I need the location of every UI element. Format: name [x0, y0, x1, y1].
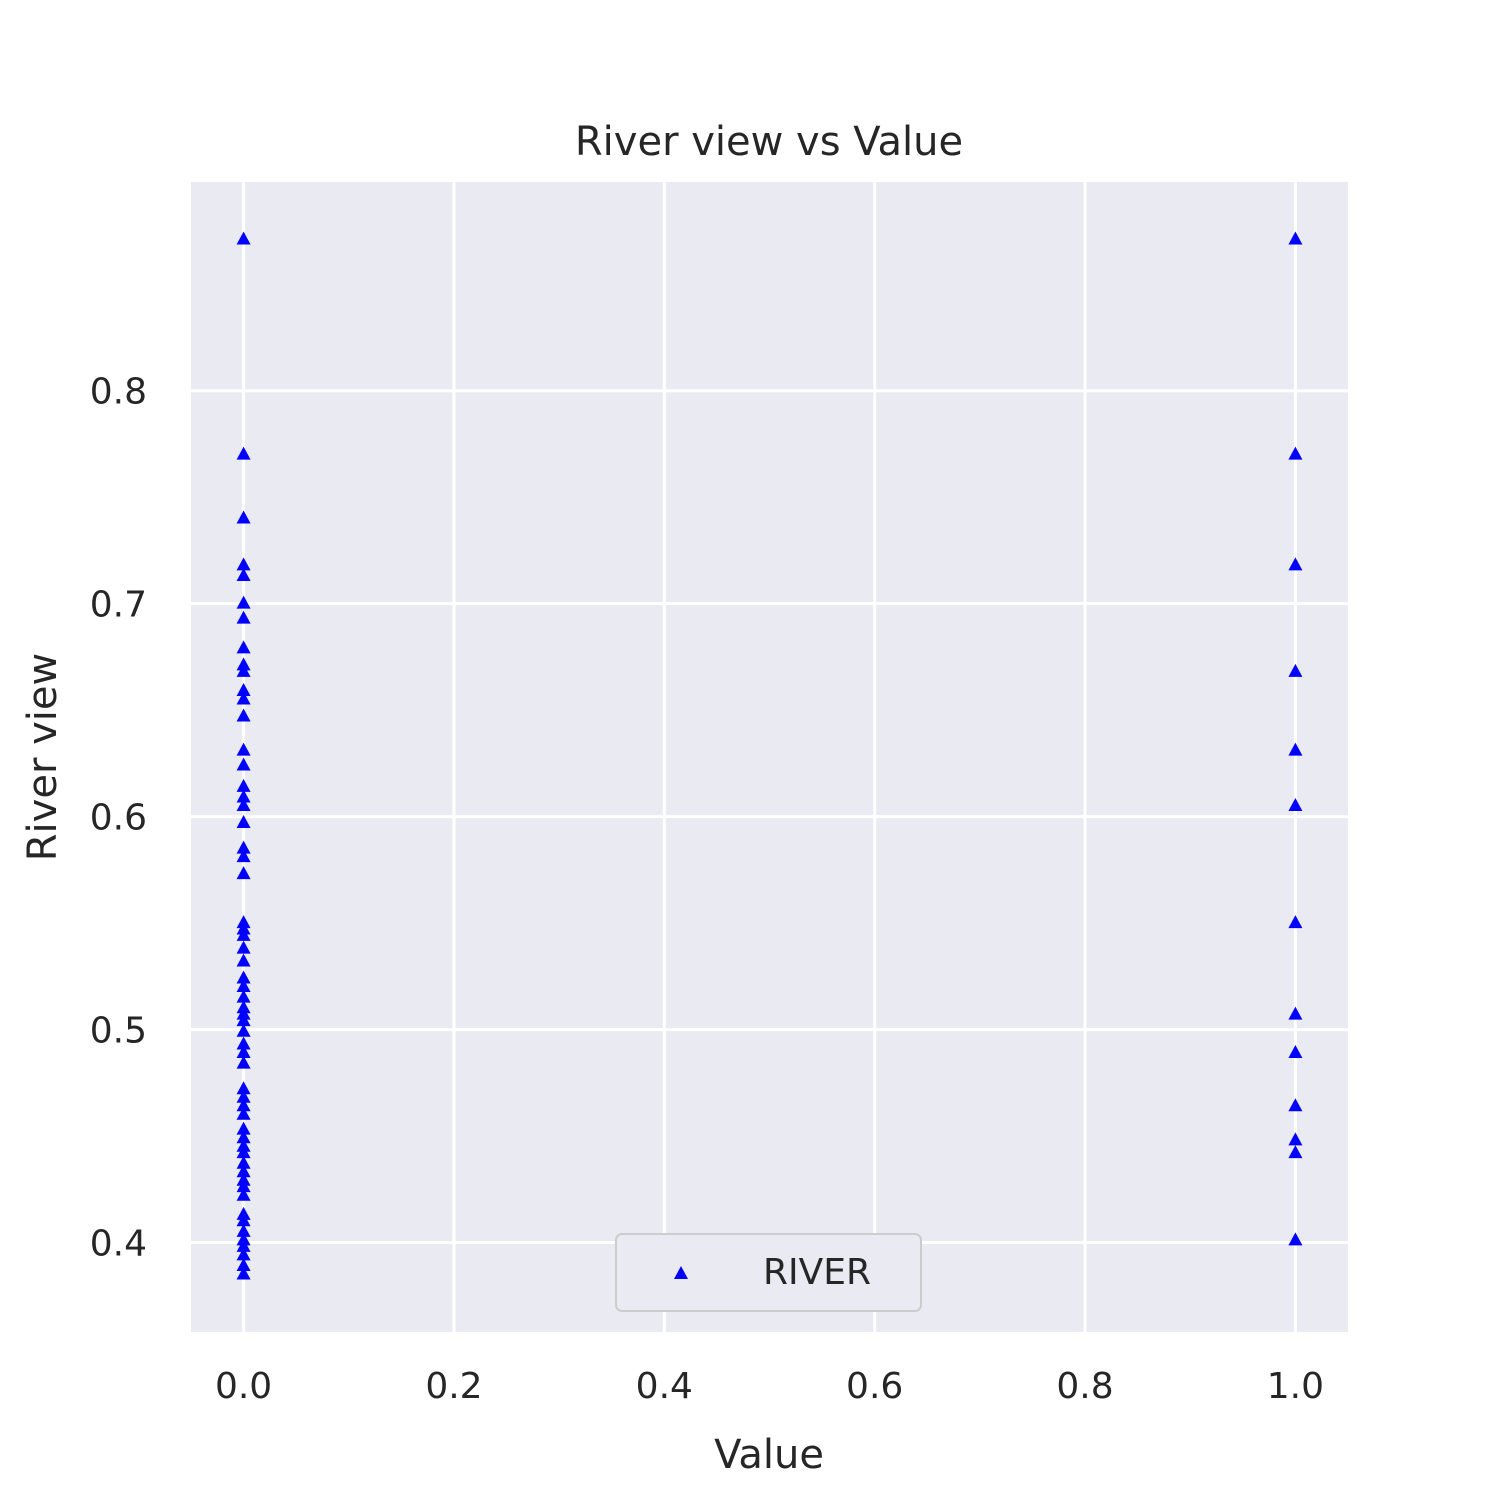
y-tick-label: 0.4: [90, 1224, 147, 1265]
data-point-marker: [236, 840, 251, 854]
y-tick-label: 0.8: [90, 372, 147, 413]
data-point-marker: [236, 970, 251, 984]
x-tick-label: 0.0: [215, 1366, 272, 1407]
data-point-marker: [236, 1130, 251, 1144]
data-point-marker: [236, 610, 251, 624]
x-tick-label: 0.8: [1056, 1366, 1113, 1407]
data-point-marker: [236, 446, 251, 460]
data-point-marker: [236, 1223, 251, 1237]
data-point-marker: [236, 640, 251, 654]
data-point-marker: [236, 682, 251, 696]
data-point-marker: [236, 1055, 251, 1069]
data-point-marker: [236, 595, 251, 609]
data-point-marker: [1288, 557, 1303, 571]
data-point-marker: [236, 979, 251, 992]
data-point-marker: [236, 510, 251, 524]
data-point-marker: [236, 1213, 251, 1227]
data-point-marker: [1288, 742, 1303, 756]
data-point-marker: [236, 1023, 251, 1037]
data-point-marker: [236, 789, 251, 803]
data-point-marker: [236, 231, 251, 245]
data-point-marker: [236, 757, 251, 771]
data-point-marker: [236, 1036, 251, 1050]
y-tick-label: 0.7: [90, 585, 147, 626]
y-tick-label: 0.5: [90, 1011, 147, 1052]
data-point-marker: [236, 1098, 251, 1112]
data-point-marker: [236, 1187, 251, 1201]
legend: RIVER: [615, 1233, 922, 1312]
data-point-marker: [236, 742, 251, 756]
data-point-marker: [236, 1121, 251, 1135]
data-point-marker: [236, 1013, 251, 1027]
data-point-marker: [236, 1089, 251, 1103]
data-point-marker: [236, 1247, 251, 1261]
data-point-marker: [236, 927, 251, 941]
data-point-marker: [236, 663, 251, 677]
data-point-marker: [236, 1179, 251, 1193]
x-tick-label: 1.0: [1267, 1366, 1324, 1407]
grid-lines: [191, 182, 1348, 1332]
x-tick-label: 0.2: [425, 1366, 482, 1407]
data-points: [236, 231, 1303, 1280]
data-point-marker: [236, 557, 251, 571]
data-point-marker: [1288, 446, 1303, 460]
data-point-marker: [1288, 1232, 1303, 1246]
data-point-marker: [236, 1081, 251, 1095]
y-axis-label: River view: [20, 653, 66, 861]
data-point-marker: [236, 815, 251, 829]
data-point-marker: [236, 1045, 251, 1059]
data-point-marker: [236, 866, 251, 880]
data-point-marker: [1288, 231, 1303, 245]
x-axis-label: Value: [714, 1432, 824, 1478]
data-point-marker: [236, 989, 251, 1003]
data-point-marker: [1288, 1045, 1303, 1059]
data-point-marker: [236, 797, 251, 811]
data-point-marker: [236, 1106, 251, 1120]
x-tick-label: 0.4: [636, 1366, 693, 1407]
data-point-marker: [236, 708, 251, 722]
data-point-marker: [236, 1145, 251, 1159]
x-axis-ticks: 0.0 0.2 0.4 0.6 0.8 1.0: [215, 1366, 1324, 1407]
data-point-marker: [236, 953, 251, 967]
data-point-marker: [1288, 915, 1303, 929]
data-point-marker: [236, 1266, 251, 1280]
data-point-marker: [1288, 1098, 1303, 1112]
y-axis-ticks: 0.4 0.5 0.6 0.7 0.8: [90, 372, 147, 1265]
chart-title: River view vs Value: [575, 119, 963, 165]
legend-label: RIVER: [763, 1252, 871, 1293]
data-point-marker: [1288, 663, 1303, 677]
y-tick-label: 0.6: [90, 798, 147, 839]
data-point-marker: [236, 778, 251, 792]
plot-area: [191, 182, 1348, 1332]
data-point-marker: [236, 1155, 251, 1169]
legend-marker-icon: [674, 1266, 688, 1279]
data-point-marker: [236, 1164, 251, 1178]
data-point-marker: [236, 849, 251, 863]
data-point-marker: [1288, 1145, 1303, 1159]
data-point-marker: [1288, 1132, 1303, 1146]
x-tick-label: 0.6: [846, 1366, 903, 1407]
data-point-marker: [236, 567, 251, 581]
legend-box: [615, 1233, 922, 1312]
data-point-marker: [236, 1257, 251, 1271]
data-point-marker: [236, 691, 251, 705]
data-point-marker: [236, 940, 251, 954]
data-point-marker: [1288, 1006, 1303, 1020]
data-point-marker: [236, 1238, 251, 1252]
data-point-marker: [1288, 797, 1303, 811]
